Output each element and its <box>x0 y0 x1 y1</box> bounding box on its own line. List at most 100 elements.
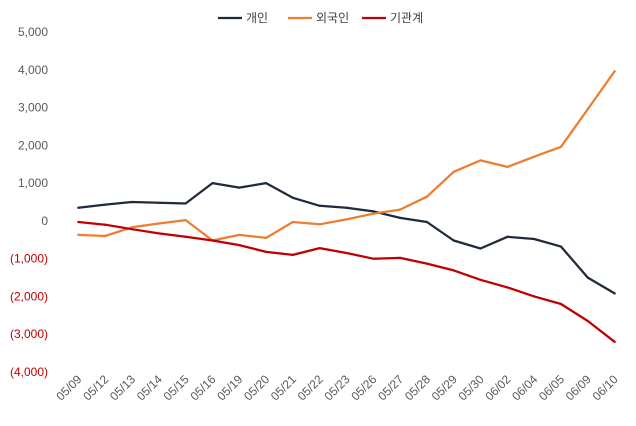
data-point <box>372 212 375 215</box>
legend-label: 개인 <box>246 11 268 25</box>
x-tick-label: 05/30 <box>456 372 487 403</box>
data-point <box>184 202 187 205</box>
x-tick-label: 05/23 <box>321 372 352 403</box>
data-point <box>157 232 160 235</box>
data-point <box>318 204 321 207</box>
data-point <box>506 165 509 168</box>
legend-label: 기관계 <box>390 11 423 25</box>
data-point <box>184 219 187 222</box>
data-point <box>157 222 160 225</box>
legend-item: 개인 <box>218 11 268 25</box>
data-point <box>104 203 107 206</box>
x-tick-label: 05/28 <box>402 372 433 403</box>
data-point <box>130 228 134 231</box>
data-point <box>372 257 375 260</box>
x-tick-label: 05/21 <box>268 372 299 403</box>
x-tick-label: 05/20 <box>241 372 272 403</box>
data-point <box>399 256 402 259</box>
data-point <box>372 210 375 213</box>
data-point <box>345 251 348 255</box>
data-point <box>238 244 241 247</box>
x-tick-label: 05/15 <box>161 372 192 403</box>
data-point <box>533 155 536 158</box>
data-point <box>586 108 589 111</box>
data-point <box>77 206 80 209</box>
data-point <box>345 218 348 221</box>
x-tick-label: 05/14 <box>134 372 165 403</box>
y-tick-label: 4,000 <box>18 63 48 77</box>
data-point <box>506 235 509 238</box>
data-point <box>452 269 455 272</box>
data-point <box>559 245 563 248</box>
x-tick-label: 06/10 <box>590 372 621 403</box>
x-tick-label: 05/13 <box>107 372 138 403</box>
data-point <box>211 239 214 242</box>
x-tick-label: 06/02 <box>482 372 513 403</box>
data-point <box>399 208 402 211</box>
y-tick-label: 5,000 <box>18 25 48 39</box>
data-point <box>130 200 134 204</box>
data-point <box>104 223 107 226</box>
x-tick-label: 05/22 <box>295 372 326 403</box>
data-point <box>533 237 536 241</box>
data-point <box>238 186 241 189</box>
x-tick-label: 06/05 <box>536 372 567 403</box>
data-point <box>613 70 616 73</box>
x-tick-label: 05/19 <box>214 372 245 403</box>
data-point <box>104 234 107 238</box>
data-point <box>238 233 241 236</box>
x-tick-label: 05/09 <box>53 372 84 403</box>
data-point <box>184 235 187 238</box>
data-point <box>506 286 509 289</box>
y-tick-label: (4,000) <box>10 365 48 379</box>
legend-item: 기관계 <box>362 11 423 25</box>
data-point <box>452 239 455 242</box>
x-axis: 05/0905/1205/1305/1405/1505/1605/1905/20… <box>53 372 621 403</box>
data-point <box>318 223 321 226</box>
y-axis: 5,000 4,000 3,000 2,000 1,000 0 (1,000) (2,000)… <box>10 25 48 379</box>
y-tick-label: 3,000 <box>18 101 48 115</box>
data-point <box>586 319 589 323</box>
x-tick-label: 05/29 <box>429 372 460 403</box>
data-point <box>613 292 616 295</box>
data-point <box>399 216 402 219</box>
series-layer <box>77 70 616 343</box>
x-tick-label: 05/27 <box>375 372 406 403</box>
data-point <box>211 182 214 185</box>
data-point <box>291 220 294 224</box>
x-tick-label: 05/16 <box>187 372 218 403</box>
data-point <box>425 195 428 198</box>
data-point <box>291 253 294 256</box>
data-point <box>425 220 428 224</box>
data-point <box>130 226 134 229</box>
data-point <box>265 236 268 239</box>
data-point <box>318 247 321 250</box>
data-point <box>479 159 482 162</box>
data-point <box>265 182 268 185</box>
y-tick-label: 0 <box>41 214 48 228</box>
data-point <box>559 145 563 148</box>
x-tick-label: 05/26 <box>348 372 379 403</box>
y-tick-label: 2,000 <box>18 138 48 152</box>
data-point <box>291 196 294 199</box>
y-tick-label: 1,000 <box>18 176 48 190</box>
data-point <box>452 170 455 173</box>
data-point <box>157 201 160 204</box>
data-point <box>77 233 80 236</box>
data-point <box>345 206 348 209</box>
y-tick-label: (1,000) <box>10 252 48 266</box>
x-tick-label: 05/12 <box>80 372 111 403</box>
data-point <box>559 302 563 306</box>
x-tick-label: 06/09 <box>563 372 594 403</box>
data-point <box>77 220 80 224</box>
y-tick-label: (2,000) <box>10 289 48 303</box>
legend-label: 외국인 <box>316 11 349 25</box>
legend: 개인 외국인 기관계 <box>218 11 423 25</box>
data-point <box>265 250 268 253</box>
y-tick-label: (3,000) <box>10 327 48 341</box>
x-tick-label: 06/04 <box>509 372 540 403</box>
legend-item: 외국인 <box>288 11 349 25</box>
data-point <box>425 262 428 265</box>
